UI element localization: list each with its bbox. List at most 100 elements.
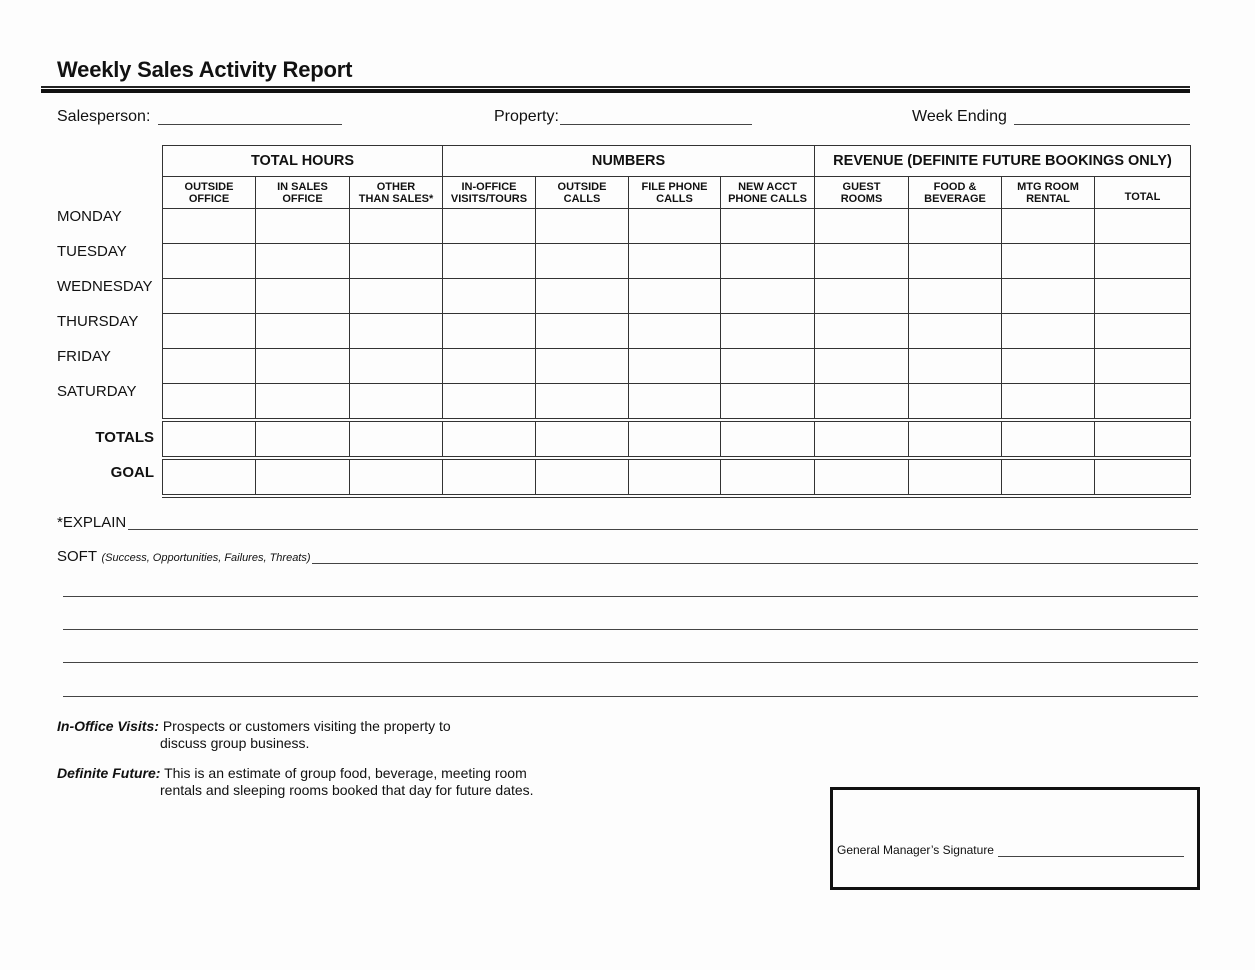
column-header-row: OUTSIDE OFFICE IN SALES OFFICE OTHER THAN SAL… [162, 176, 1191, 209]
entry-cell[interactable] [628, 208, 721, 244]
entry-cell[interactable] [628, 456, 721, 498]
entry-cell[interactable] [720, 243, 815, 279]
explain-field[interactable] [128, 529, 1198, 530]
entry-cell[interactable] [255, 243, 350, 279]
entry-cell[interactable] [442, 348, 536, 384]
entry-cell[interactable] [535, 383, 629, 421]
entry-cell[interactable] [162, 208, 256, 244]
notes-line[interactable] [63, 596, 1198, 597]
entry-cell[interactable] [162, 243, 256, 279]
entry-cell[interactable] [814, 313, 909, 349]
entry-cell[interactable] [814, 208, 909, 244]
entry-cell[interactable] [814, 243, 909, 279]
property-field[interactable] [560, 124, 752, 125]
entry-cell[interactable] [442, 313, 536, 349]
entry-cell[interactable] [255, 278, 350, 314]
entry-cell[interactable] [720, 208, 815, 244]
entry-cell[interactable] [1001, 383, 1095, 421]
entry-cell[interactable] [814, 278, 909, 314]
entry-cell[interactable] [628, 278, 721, 314]
entry-cell[interactable] [908, 348, 1002, 384]
entry-cell[interactable] [349, 208, 443, 244]
entry-cell[interactable] [1094, 278, 1191, 314]
entry-cell[interactable] [162, 456, 256, 498]
entry-cell[interactable] [535, 348, 629, 384]
entry-cell[interactable] [162, 313, 256, 349]
entry-cell[interactable] [255, 208, 350, 244]
entry-cell[interactable] [349, 278, 443, 314]
entry-cell[interactable] [720, 456, 815, 498]
entry-cell[interactable] [1001, 278, 1095, 314]
notes-line[interactable] [63, 629, 1198, 630]
entry-cell[interactable] [255, 383, 350, 421]
entry-cell[interactable] [720, 418, 815, 459]
entry-cell[interactable] [349, 313, 443, 349]
entry-cell[interactable] [442, 418, 536, 459]
entry-cell[interactable] [255, 456, 350, 498]
entry-cell[interactable] [535, 208, 629, 244]
entry-cell[interactable] [162, 383, 256, 421]
entry-cell[interactable] [1094, 313, 1191, 349]
entry-cell[interactable] [255, 348, 350, 384]
entry-cell[interactable] [162, 348, 256, 384]
entry-cell[interactable] [628, 418, 721, 459]
entry-cell[interactable] [349, 456, 443, 498]
entry-cell[interactable] [1094, 383, 1191, 421]
entry-cell[interactable] [535, 418, 629, 459]
entry-cell[interactable] [349, 348, 443, 384]
entry-cell[interactable] [1001, 208, 1095, 244]
entry-cell[interactable] [814, 418, 909, 459]
entry-cell[interactable] [720, 383, 815, 421]
entry-cell[interactable] [1094, 456, 1191, 498]
signature-field[interactable] [998, 856, 1184, 857]
entry-cell[interactable] [908, 383, 1002, 421]
entry-cell[interactable] [162, 278, 256, 314]
entry-cell[interactable] [255, 418, 350, 459]
entry-cell[interactable] [1094, 418, 1191, 459]
notes-line[interactable] [63, 662, 1198, 663]
entry-cell[interactable] [442, 456, 536, 498]
entry-cell[interactable] [535, 278, 629, 314]
entry-cell[interactable] [442, 278, 536, 314]
entry-cell[interactable] [442, 208, 536, 244]
entry-cell[interactable] [442, 383, 536, 421]
entry-cell[interactable] [908, 208, 1002, 244]
soft-field[interactable] [312, 563, 1198, 564]
entry-cell[interactable] [908, 418, 1002, 459]
notes-line[interactable] [63, 696, 1198, 697]
entry-cell[interactable] [628, 243, 721, 279]
entry-cell[interactable] [1001, 456, 1095, 498]
entry-cell[interactable] [162, 418, 256, 459]
entry-cell[interactable] [720, 313, 815, 349]
entry-cell[interactable] [1001, 313, 1095, 349]
entry-cell[interactable] [720, 278, 815, 314]
entry-cell[interactable] [628, 348, 721, 384]
entry-cell[interactable] [442, 243, 536, 279]
entry-cell[interactable] [814, 348, 909, 384]
entry-cell[interactable] [908, 456, 1002, 498]
entry-cell[interactable] [814, 383, 909, 421]
entry-cell[interactable] [908, 313, 1002, 349]
week-ending-field[interactable] [1014, 124, 1190, 125]
entry-cell[interactable] [628, 383, 721, 421]
entry-cell[interactable] [1094, 243, 1191, 279]
entry-cell[interactable] [349, 243, 443, 279]
entry-cell[interactable] [1001, 418, 1095, 459]
column-header: IN-OFFICE VISITS/TOURS [442, 176, 536, 209]
entry-cell[interactable] [628, 313, 721, 349]
entry-cell[interactable] [814, 456, 909, 498]
entry-cell[interactable] [1001, 243, 1095, 279]
entry-cell[interactable] [535, 313, 629, 349]
entry-cell[interactable] [1001, 348, 1095, 384]
entry-cell[interactable] [535, 243, 629, 279]
entry-cell[interactable] [908, 243, 1002, 279]
entry-cell[interactable] [720, 348, 815, 384]
entry-cell[interactable] [255, 313, 350, 349]
entry-cell[interactable] [1094, 348, 1191, 384]
salesperson-field[interactable] [158, 124, 342, 125]
entry-cell[interactable] [349, 418, 443, 459]
entry-cell[interactable] [535, 456, 629, 498]
entry-cell[interactable] [908, 278, 1002, 314]
entry-cell[interactable] [349, 383, 443, 421]
entry-cell[interactable] [1094, 208, 1191, 244]
